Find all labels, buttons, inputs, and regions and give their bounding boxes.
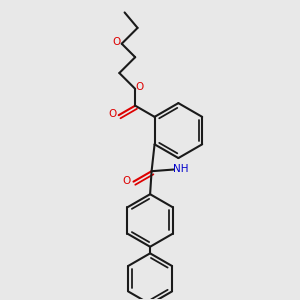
Text: NH: NH [173, 164, 189, 174]
Text: O: O [108, 109, 116, 119]
Text: O: O [123, 176, 131, 186]
Text: O: O [136, 82, 144, 92]
Text: O: O [113, 37, 121, 46]
